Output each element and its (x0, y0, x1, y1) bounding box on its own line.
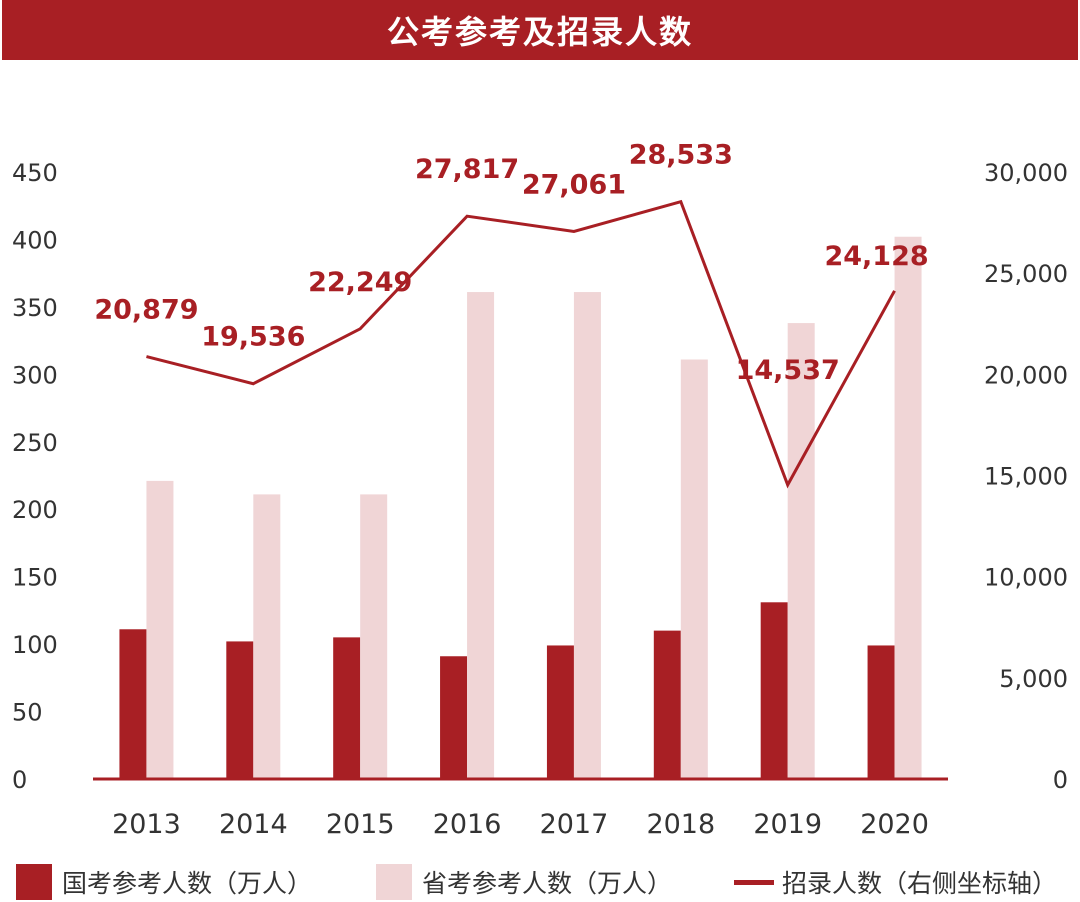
chart-canvas: 0 50 100 150 200 250 300 350 400 450 0 5,000 10,000 1… (12, 140, 1068, 840)
y-left-tick-label: 400 (12, 226, 58, 254)
legend-label-recruit: 招录人数（右侧坐标轴） (782, 869, 1058, 898)
bar-provincial-2016 (467, 292, 495, 779)
title-bar: 公考参考及招录人数 (2, 0, 1078, 60)
bar-national-2015 (333, 637, 361, 779)
recruit-data-label: 27,061 (522, 169, 626, 200)
recruit-data-label: 22,249 (308, 267, 412, 298)
legend-label-national: 国考参考人数（万人） (62, 869, 313, 898)
y-left-tick-label: 350 (12, 294, 58, 322)
recruit-data-label: 28,533 (629, 140, 733, 171)
y-right-tick-label: 15,000 (984, 463, 1068, 491)
bar-provincial-2019 (787, 323, 815, 779)
x-tick-label: 2013 (112, 809, 181, 840)
recruit-data-label: 20,879 (94, 295, 198, 326)
y-left-tick-label: 100 (12, 631, 58, 659)
legend-item-national: 国考参考人数（万人） (16, 862, 312, 902)
y-right-tick-label: 10,000 (984, 564, 1068, 592)
recruit-line (146, 199, 896, 489)
recruit-data-label: 27,817 (415, 154, 519, 185)
x-tick-label: 2014 (219, 809, 288, 840)
y-right-tick-label: 25,000 (984, 260, 1068, 288)
x-tick-label: 2020 (860, 809, 929, 840)
y-right-tick-label: 30,000 (984, 159, 1068, 187)
bar-provincial-2018 (680, 359, 708, 779)
y-right-tick-label: 5,000 (999, 665, 1068, 693)
legend-swatch-provincial (376, 864, 412, 900)
recruit-data-label: 19,536 (201, 322, 305, 353)
y-left-tick-label: 150 (12, 564, 58, 592)
legend-item-provincial: 省考参考人数（万人） (376, 862, 672, 902)
y-left-tick-label: 250 (12, 429, 58, 457)
y-left-tick-label: 300 (12, 361, 58, 389)
legend-label-provincial: 省考参考人数（万人） (422, 869, 673, 898)
bar-national-2013 (119, 629, 147, 779)
bar-provincial-2015 (360, 494, 388, 779)
y-right-tick-label: 20,000 (984, 361, 1068, 389)
x-tick-label: 2019 (753, 809, 822, 840)
bar-national-2016 (440, 656, 468, 779)
recruit-data-label: 24,128 (824, 241, 928, 272)
chart-title: 公考参考及招录人数 (386, 13, 693, 51)
legend-item-recruit: 招录人数（右侧坐标轴） (734, 862, 1057, 902)
recruit-data-label: 14,537 (736, 355, 840, 386)
bar-provincial-2014 (253, 494, 281, 779)
y-left-tick-label: 200 (12, 496, 58, 524)
bar-national-2014 (226, 641, 254, 779)
x-tick-label: 2017 (540, 809, 609, 840)
y-left-tick-label: 450 (12, 159, 58, 187)
y-right-tick-label: 0 (1053, 766, 1068, 794)
legend: 国考参考人数（万人） 省考参考人数（万人） 招录人数（右侧坐标轴） (0, 862, 1080, 902)
legend-swatch-national (16, 864, 52, 900)
x-tick-label: 2016 (433, 809, 502, 840)
bar-national-2018 (653, 630, 681, 779)
y-left-tick-label: 50 (12, 699, 43, 727)
x-tick-label: 2015 (326, 809, 395, 840)
bar-national-2019 (760, 602, 788, 779)
bar-national-2020 (867, 645, 895, 779)
bar-provincial-2017 (573, 292, 601, 779)
y-left-tick-label: 0 (12, 766, 27, 794)
x-tick-label: 2018 (646, 809, 715, 840)
legend-swatch-recruit-line (734, 879, 774, 885)
bar-provincial-2013 (146, 480, 174, 779)
bar-national-2017 (546, 645, 574, 779)
bar-provincial-2020 (894, 236, 922, 779)
